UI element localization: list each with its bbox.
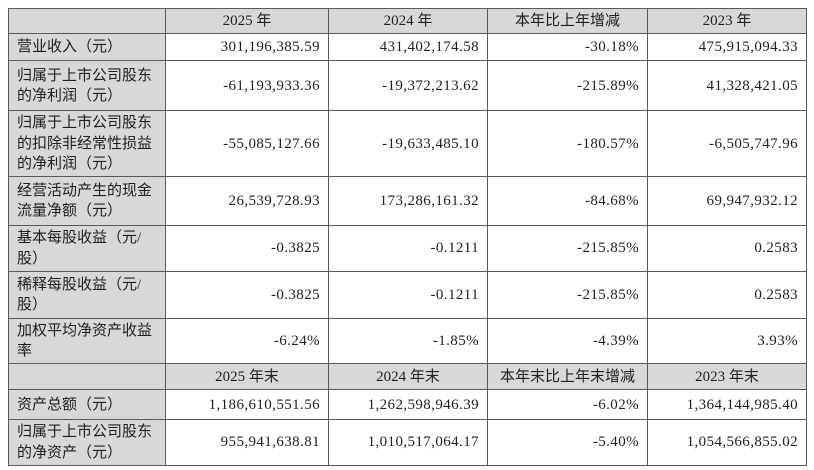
row-label: 稀释每股收益（元/股） — [8, 270, 166, 319]
cell-value: 0.2583 — [647, 225, 807, 272]
row-operating-cash-flow: 经营活动产生的现金流量净额（元） 26,539,728.93 173,286,1… — [8, 176, 807, 227]
header-cell-2023-end: 2023 年末 — [647, 363, 807, 391]
cell-value: -6.24% — [165, 317, 329, 365]
cell-value: -84.68% — [487, 176, 648, 227]
row-label: 营业收入（元） — [8, 33, 166, 62]
row-label: 归属于上市公司股东的净资产（元） — [8, 419, 166, 466]
header-cell-yoy-change: 本年比上年增减 — [487, 7, 648, 35]
cell-value: 1,054,566,855.02 — [647, 419, 807, 466]
cell-value: -6,505,747.96 — [647, 110, 807, 178]
cell-value: 955,941,638.81 — [165, 419, 329, 466]
financial-summary-table: 2025 年 2024 年 本年比上年增减 2023 年 营业收入（元） 301… — [8, 7, 807, 466]
header-cell-empty — [8, 363, 166, 391]
cell-value: -55,085,127.66 — [165, 110, 329, 178]
cell-value: 26,539,728.93 — [165, 176, 329, 227]
row-label: 归属于上市公司股东的净利润（元） — [8, 60, 166, 112]
cell-value: -19,372,213.62 — [328, 60, 488, 112]
cell-value: -4.39% — [487, 317, 648, 365]
cell-value: 1,010,517,064.17 — [328, 419, 488, 466]
cell-value: -30.18% — [487, 33, 648, 62]
cell-value: -19,633,485.10 — [328, 110, 488, 178]
cell-value: -215.85% — [487, 270, 648, 319]
cell-value: 1,364,144,985.40 — [647, 389, 807, 421]
cell-value: -180.57% — [487, 110, 648, 178]
financial-summary: 2025 年 2024 年 本年比上年增减 2023 年 营业收入（元） 301… — [8, 7, 807, 466]
cell-value: -0.3825 — [165, 270, 329, 319]
cell-value: 3.93% — [647, 317, 807, 365]
cell-value: -5.40% — [487, 419, 648, 466]
cell-value: -215.89% — [487, 60, 648, 112]
cell-value: 301,196,385.59 — [165, 33, 329, 62]
header-cell-2025-end: 2025 年末 — [165, 363, 329, 391]
row-label: 资产总额（元） — [8, 389, 166, 421]
row-basic-eps: 基本每股收益（元/股） -0.3825 -0.1211 -215.85% 0.2… — [8, 225, 807, 272]
header-cell-2024: 2024 年 — [328, 7, 488, 35]
row-label: 归属于上市公司股东的扣除非经常性损益的净利润（元） — [8, 110, 166, 178]
cell-value: 475,915,094.33 — [647, 33, 807, 62]
cell-value: -0.3825 — [165, 225, 329, 272]
row-label: 经营活动产生的现金流量净额（元） — [8, 176, 166, 227]
row-net-profit-excl-nonrecurring: 归属于上市公司股东的扣除非经常性损益的净利润（元） -55,085,127.66… — [8, 110, 807, 178]
cell-value: 173,286,161.32 — [328, 176, 488, 227]
row-net-profit-attributable: 归属于上市公司股东的净利润（元） -61,193,933.36 -19,372,… — [8, 60, 807, 112]
cell-value: -0.1211 — [328, 225, 488, 272]
table-header-row-annual: 2025 年 2024 年 本年比上年增减 2023 年 — [8, 7, 807, 35]
cell-value: -6.02% — [487, 389, 648, 421]
cell-value: -0.1211 — [328, 270, 488, 319]
cell-value: 1,262,598,946.39 — [328, 389, 488, 421]
cell-value: -61,193,933.36 — [165, 60, 329, 112]
header-cell-2024-end: 2024 年末 — [328, 363, 488, 391]
row-label: 基本每股收益（元/股） — [8, 225, 166, 272]
row-operating-revenue: 营业收入（元） 301,196,385.59 431,402,174.58 -3… — [8, 33, 807, 62]
header-cell-2025: 2025 年 — [165, 7, 329, 35]
cell-value: 41,328,421.05 — [647, 60, 807, 112]
row-diluted-eps: 稀释每股收益（元/股） -0.3825 -0.1211 -215.85% 0.2… — [8, 270, 807, 319]
row-total-assets: 资产总额（元） 1,186,610,551.56 1,262,598,946.3… — [8, 389, 807, 421]
cell-value: 431,402,174.58 — [328, 33, 488, 62]
row-weighted-avg-roe: 加权平均净资产收益率 -6.24% -1.85% -4.39% 3.93% — [8, 317, 807, 365]
header-cell-end-change: 本年末比上年末增减 — [487, 363, 648, 391]
cell-value: 1,186,610,551.56 — [165, 389, 329, 421]
cell-value: -215.85% — [487, 225, 648, 272]
header-cell-empty — [8, 7, 166, 35]
row-label: 加权平均净资产收益率 — [8, 317, 166, 365]
row-net-assets-attributable: 归属于上市公司股东的净资产（元） 955,941,638.81 1,010,51… — [8, 419, 807, 466]
cell-value: 69,947,932.12 — [647, 176, 807, 227]
header-cell-2023: 2023 年 — [647, 7, 807, 35]
cell-value: 0.2583 — [647, 270, 807, 319]
table-header-row-period-end: 2025 年末 2024 年末 本年末比上年末增减 2023 年末 — [8, 363, 807, 391]
cell-value: -1.85% — [328, 317, 488, 365]
